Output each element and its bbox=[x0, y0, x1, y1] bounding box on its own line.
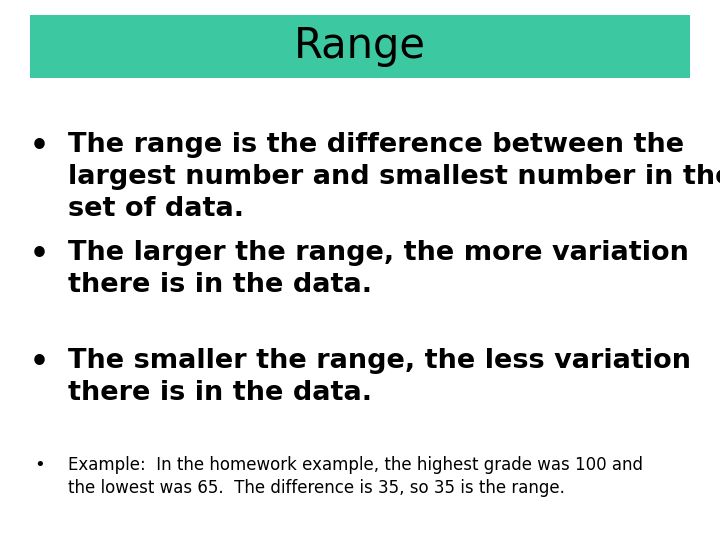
Text: The larger the range, the more variation
there is in the data.: The larger the range, the more variation… bbox=[68, 240, 689, 298]
Text: •: • bbox=[30, 132, 49, 161]
Text: •: • bbox=[30, 348, 49, 377]
FancyBboxPatch shape bbox=[30, 15, 690, 78]
Text: Example:  In the homework example, the highest grade was 100 and
the lowest was : Example: In the homework example, the hi… bbox=[68, 456, 644, 497]
Text: •: • bbox=[30, 240, 49, 269]
Text: Range: Range bbox=[294, 25, 426, 68]
Text: The range is the difference between the
largest number and smallest number in th: The range is the difference between the … bbox=[68, 132, 720, 222]
Text: The smaller the range, the less variation
there is in the data.: The smaller the range, the less variatio… bbox=[68, 348, 691, 406]
Text: •: • bbox=[35, 456, 45, 474]
